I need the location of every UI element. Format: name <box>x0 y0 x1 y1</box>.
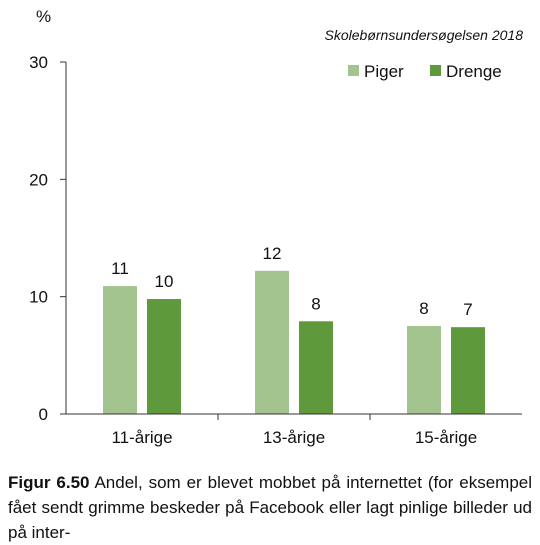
data-label: 11 <box>111 259 129 278</box>
bar-piger <box>103 286 137 414</box>
y-tick-label: 30 <box>29 53 48 72</box>
caption-label: Figur 6.50 <box>8 473 90 492</box>
bar-chart: % Skolebørnsundersøgelsen 2018 Piger Dre… <box>0 0 540 460</box>
bar-drenge <box>147 299 181 414</box>
data-label: 8 <box>311 294 320 313</box>
x-category-label: 11-årige <box>111 428 172 447</box>
bars <box>103 271 485 414</box>
bar-drenge <box>451 327 485 414</box>
y-tick-label: 10 <box>29 288 48 307</box>
data-label: 12 <box>263 244 282 263</box>
bar-piger <box>255 271 289 414</box>
y-tick-label: 0 <box>39 405 48 424</box>
figure-caption: Figur 6.50 Andel, som er blevet mobbet p… <box>8 470 532 545</box>
chart-source-note: Skolebørnsundersøgelsen 2018 <box>325 27 524 43</box>
x-axis: 11-årige 13-årige 15-årige <box>66 414 522 447</box>
y-unit-label: % <box>36 7 51 26</box>
legend-label-piger: Piger <box>364 62 404 81</box>
y-axis: 0 10 20 30 <box>29 53 66 424</box>
x-category-label: 13-årige <box>263 428 325 447</box>
data-label: 7 <box>463 300 472 319</box>
legend-swatch-piger <box>348 65 359 76</box>
bar-drenge <box>299 321 333 414</box>
legend-label-drenge: Drenge <box>446 62 502 81</box>
data-label: 10 <box>155 272 174 291</box>
legend: Piger Drenge <box>348 62 502 81</box>
x-category-label: 15-årige <box>415 428 477 447</box>
y-tick-label: 20 <box>29 170 48 189</box>
data-label: 8 <box>419 299 428 318</box>
bar-piger <box>407 326 441 414</box>
legend-swatch-drenge <box>430 65 441 76</box>
